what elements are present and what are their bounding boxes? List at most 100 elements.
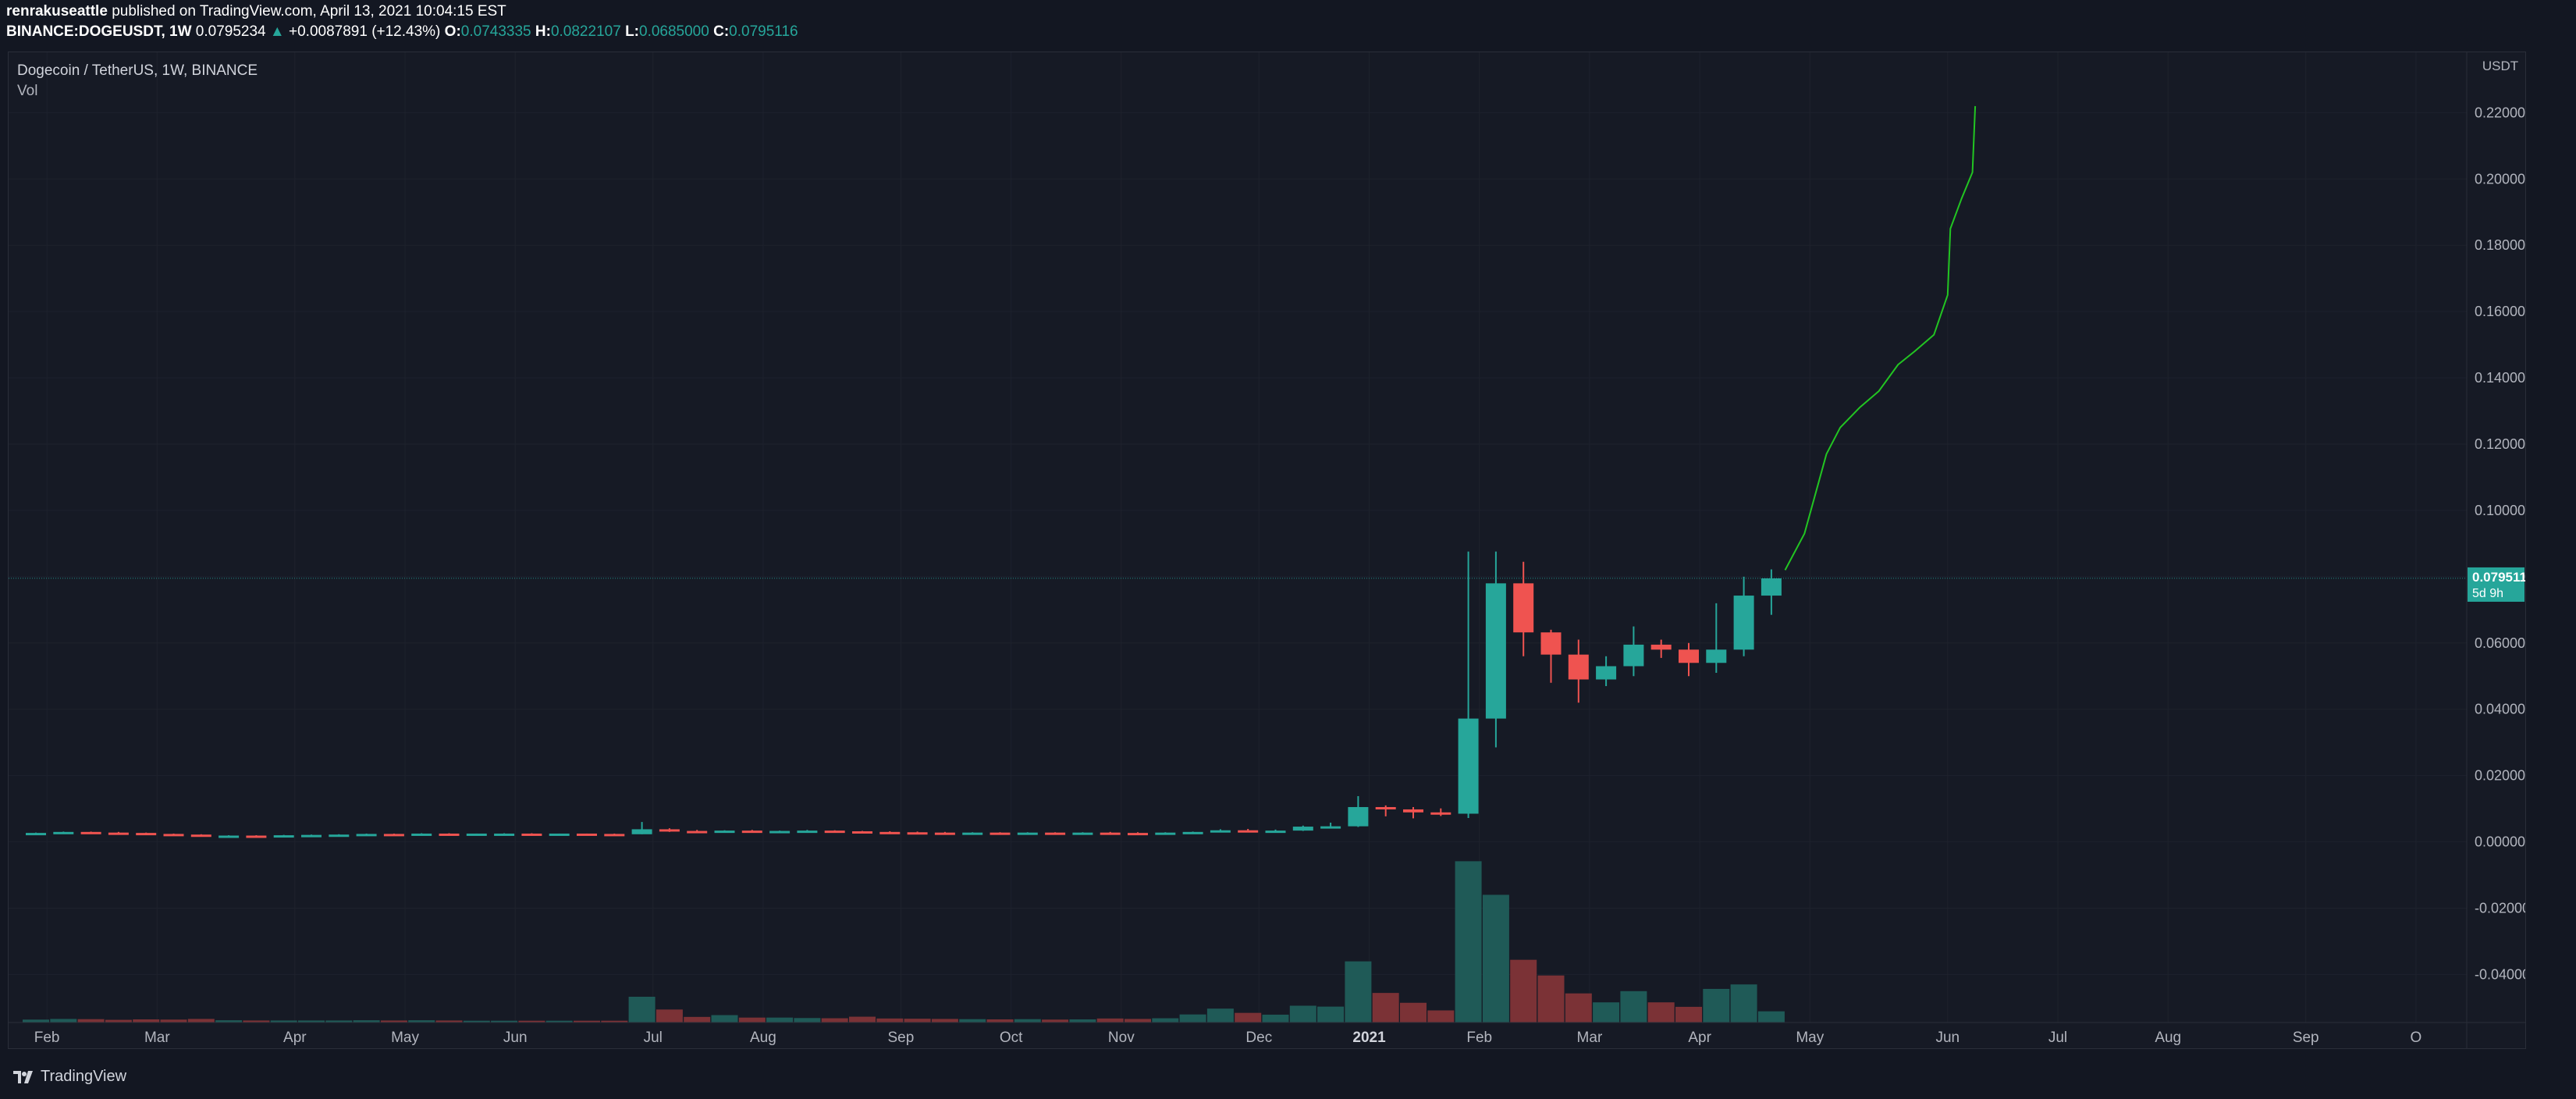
volume-bar bbox=[656, 1009, 683, 1023]
x-tick-label: Jun bbox=[1935, 1030, 1960, 1046]
high-label: H: bbox=[535, 23, 551, 40]
volume-bar bbox=[1235, 1012, 1262, 1023]
volume-bar bbox=[1455, 861, 1482, 1023]
open-label: O: bbox=[444, 23, 461, 40]
volume-bar bbox=[463, 1020, 490, 1023]
volume-bar bbox=[1757, 1011, 1785, 1023]
x-tick-label: Aug bbox=[2155, 1030, 2181, 1046]
candle-body bbox=[301, 834, 322, 838]
x-tick-label: May bbox=[1796, 1030, 1824, 1046]
candle-body bbox=[549, 833, 570, 836]
volume-bar bbox=[1069, 1019, 1096, 1023]
close-value: 0.0795116 bbox=[729, 23, 798, 40]
volume-bar bbox=[1317, 1006, 1345, 1023]
candle-body bbox=[1679, 649, 1699, 663]
candle-body bbox=[631, 829, 652, 834]
candle-body bbox=[1238, 830, 1259, 833]
volume-bar bbox=[518, 1020, 545, 1023]
volume-bar bbox=[738, 1017, 766, 1023]
change-up-icon: ▲ bbox=[269, 23, 285, 40]
candle-body bbox=[1072, 832, 1093, 835]
candle-body bbox=[1485, 583, 1506, 719]
candle-body bbox=[1210, 830, 1231, 833]
symbol-name: BINANCE:DOGEUSDT, 1W bbox=[6, 23, 192, 40]
candle-body bbox=[990, 832, 1011, 835]
volume-bar bbox=[380, 1020, 407, 1023]
candle-body bbox=[411, 833, 432, 836]
volume-bar bbox=[1014, 1019, 1041, 1023]
y-tick-label: 0.0200000 bbox=[2475, 768, 2525, 784]
volume-bar bbox=[1703, 988, 1730, 1023]
volume-bar bbox=[1593, 1002, 1620, 1023]
volume-bar bbox=[1152, 1018, 1179, 1023]
candle-body bbox=[1568, 654, 1589, 680]
candle-body bbox=[604, 834, 625, 837]
candle-body bbox=[219, 835, 240, 838]
volume-bar bbox=[270, 1020, 297, 1023]
close-label: C: bbox=[713, 23, 730, 40]
volume-bar bbox=[77, 1019, 105, 1023]
candle-body bbox=[329, 834, 350, 838]
volume-bar bbox=[876, 1018, 904, 1023]
volume-bar bbox=[133, 1019, 160, 1023]
y-tick-label: 0.0400000 bbox=[2475, 702, 2525, 717]
price-chart[interactable]: 0.2200000 0.2000000 0.1800000 0.1600000 0.14… bbox=[9, 52, 2525, 1048]
x-tick-label: Jun bbox=[503, 1030, 528, 1046]
x-tick-label: 2021 bbox=[1352, 1030, 1386, 1046]
volume-bar bbox=[986, 1019, 1014, 1023]
candle-body bbox=[1458, 718, 1479, 814]
candle-body bbox=[1348, 806, 1369, 827]
y-tick-label: 0.2200000 bbox=[2475, 105, 2525, 120]
candle-body bbox=[356, 834, 377, 837]
x-tick-label: Oct bbox=[1000, 1030, 1023, 1046]
brand-name[interactable]: TradingView bbox=[41, 1068, 127, 1085]
candle-body bbox=[80, 831, 101, 834]
tradingview-logo-icon[interactable] bbox=[12, 1069, 34, 1086]
volume-bar bbox=[1262, 1014, 1289, 1023]
x-tick-label: Jul bbox=[644, 1030, 663, 1046]
low-value: 0.0685000 bbox=[639, 23, 709, 40]
candle-body bbox=[1375, 806, 1396, 809]
candle-body bbox=[1292, 827, 1313, 831]
candle-body bbox=[1430, 812, 1451, 815]
last-price: 0.0795234 bbox=[195, 23, 266, 40]
open-value: 0.0743335 bbox=[460, 23, 531, 40]
countdown-label: 5d 9h bbox=[2472, 587, 2503, 600]
projection-line bbox=[1784, 105, 1977, 571]
y-tick-label: 0.0600000 bbox=[2475, 635, 2525, 651]
volume-bar bbox=[628, 996, 656, 1023]
last-price-label: 0.0795116 bbox=[2472, 570, 2525, 585]
volume-bar bbox=[1537, 975, 1565, 1023]
candle-body bbox=[108, 832, 129, 835]
author-link[interactable]: renrakuseattle bbox=[6, 3, 108, 20]
candle-body bbox=[1100, 832, 1121, 835]
candle-body bbox=[136, 833, 157, 836]
candle-body bbox=[1128, 833, 1148, 836]
x-tick-label: Nov bbox=[1108, 1030, 1135, 1046]
y-tick-label: 0.1200000 bbox=[2475, 436, 2525, 452]
candle-body bbox=[439, 833, 460, 836]
x-tick-label: Sep bbox=[2293, 1030, 2319, 1046]
x-tick-label: Sep bbox=[888, 1030, 915, 1046]
candle-body bbox=[714, 830, 735, 834]
chart-pane[interactable]: 0.2200000 0.2000000 0.1800000 0.1600000 0.14… bbox=[8, 52, 2526, 1049]
candle-body bbox=[769, 830, 791, 834]
x-tick-label: Mar bbox=[144, 1030, 170, 1046]
candle-body bbox=[852, 830, 872, 834]
chart-legend-title: Dogecoin / TetherUS, 1W, BINANCE bbox=[17, 62, 258, 79]
volume-bar bbox=[1372, 993, 1399, 1023]
candle-body bbox=[962, 832, 983, 835]
volume-bar bbox=[160, 1019, 187, 1023]
candle-body bbox=[879, 831, 901, 834]
volume-bar bbox=[408, 1020, 435, 1023]
volume-bar bbox=[1125, 1019, 1151, 1023]
y-tick-label: 0.2000000 bbox=[2475, 171, 2525, 187]
volume-bar bbox=[1675, 1006, 1702, 1023]
candle-body bbox=[1403, 809, 1423, 813]
x-tick-label: May bbox=[391, 1030, 419, 1046]
volume-bar bbox=[435, 1020, 463, 1023]
candle-body bbox=[1596, 666, 1617, 680]
x-tick-label: O bbox=[2411, 1030, 2422, 1046]
y-tick-label: 0.1400000 bbox=[2475, 370, 2525, 386]
x-tick-label: Feb bbox=[1466, 1030, 1492, 1046]
